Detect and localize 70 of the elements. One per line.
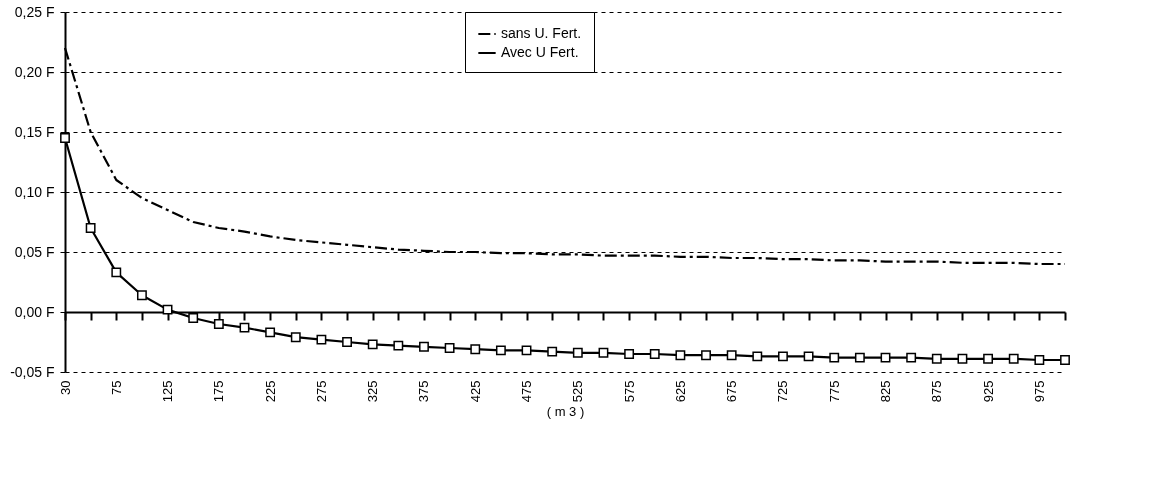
point xyxy=(290,332,301,343)
point xyxy=(162,304,173,315)
x-tick-label: 125 xyxy=(160,380,176,403)
point xyxy=(931,353,942,364)
point xyxy=(316,334,327,345)
legend-label: Avec U Fert. xyxy=(501,44,579,60)
point xyxy=(572,347,583,358)
x-tick-label: 275 xyxy=(313,380,329,403)
point xyxy=(957,353,968,364)
point xyxy=(1034,355,1045,365)
x-tick-label: 775 xyxy=(826,380,842,403)
y-tick-label: 0,00 F xyxy=(14,303,55,320)
point xyxy=(752,351,763,362)
point xyxy=(649,349,660,359)
x-tick-label: 30 xyxy=(57,380,73,395)
point xyxy=(60,133,70,143)
y-tick-label: 0,15 F xyxy=(14,123,55,140)
x-tick-label: 575 xyxy=(621,380,637,403)
point xyxy=(444,343,455,353)
point xyxy=(675,350,686,361)
point xyxy=(265,327,276,338)
point xyxy=(829,352,840,363)
x-axis-title: ( m 3 ) xyxy=(546,404,585,420)
y-tick-label: 0,25 F xyxy=(14,3,55,20)
x-tick-label: 475 xyxy=(519,380,535,403)
y-tick-label: 0,05 F xyxy=(14,243,55,260)
x-tick-label: 325 xyxy=(365,380,381,403)
x-tick-label: 75 xyxy=(108,380,124,395)
x-tick-label: 525 xyxy=(570,380,586,403)
point xyxy=(495,345,506,356)
point xyxy=(419,341,429,352)
x-tick-label: 675 xyxy=(724,380,740,403)
point xyxy=(1008,353,1019,364)
point xyxy=(367,339,378,350)
point xyxy=(111,267,122,278)
point xyxy=(85,223,96,233)
x-tick-label: 175 xyxy=(211,380,227,403)
point xyxy=(393,340,404,351)
legend-label: sans U. Fert. xyxy=(501,25,582,41)
point xyxy=(726,350,737,361)
point xyxy=(213,319,224,329)
x-tick-label: 375 xyxy=(416,380,432,403)
point xyxy=(136,290,147,301)
point xyxy=(983,353,994,364)
x-tick-label: 225 xyxy=(262,380,278,403)
x-tick-label: 875 xyxy=(929,380,945,403)
x-tick-label: 625 xyxy=(672,380,688,403)
point xyxy=(854,352,865,363)
y-tick-label: 0,20 F xyxy=(14,63,55,80)
point xyxy=(880,352,891,363)
x-tick-label: 825 xyxy=(878,380,894,403)
point xyxy=(1060,355,1070,365)
point xyxy=(547,346,558,357)
x-tick-label: 925 xyxy=(980,380,996,403)
x-tick-label: 425 xyxy=(467,380,483,403)
point xyxy=(521,345,532,356)
point xyxy=(778,351,788,362)
point xyxy=(239,322,250,333)
point xyxy=(701,350,711,361)
point xyxy=(188,313,199,323)
x-tick-label: 975 xyxy=(1031,380,1047,403)
point xyxy=(906,352,917,363)
point xyxy=(470,344,481,355)
x-tick-label: 725 xyxy=(775,380,791,403)
y-tick-label: 0,10 F xyxy=(14,183,55,200)
point xyxy=(624,349,635,359)
point xyxy=(803,351,814,362)
point xyxy=(342,337,352,347)
y-tick-label: -0,05 F xyxy=(10,363,55,380)
point xyxy=(598,347,609,358)
